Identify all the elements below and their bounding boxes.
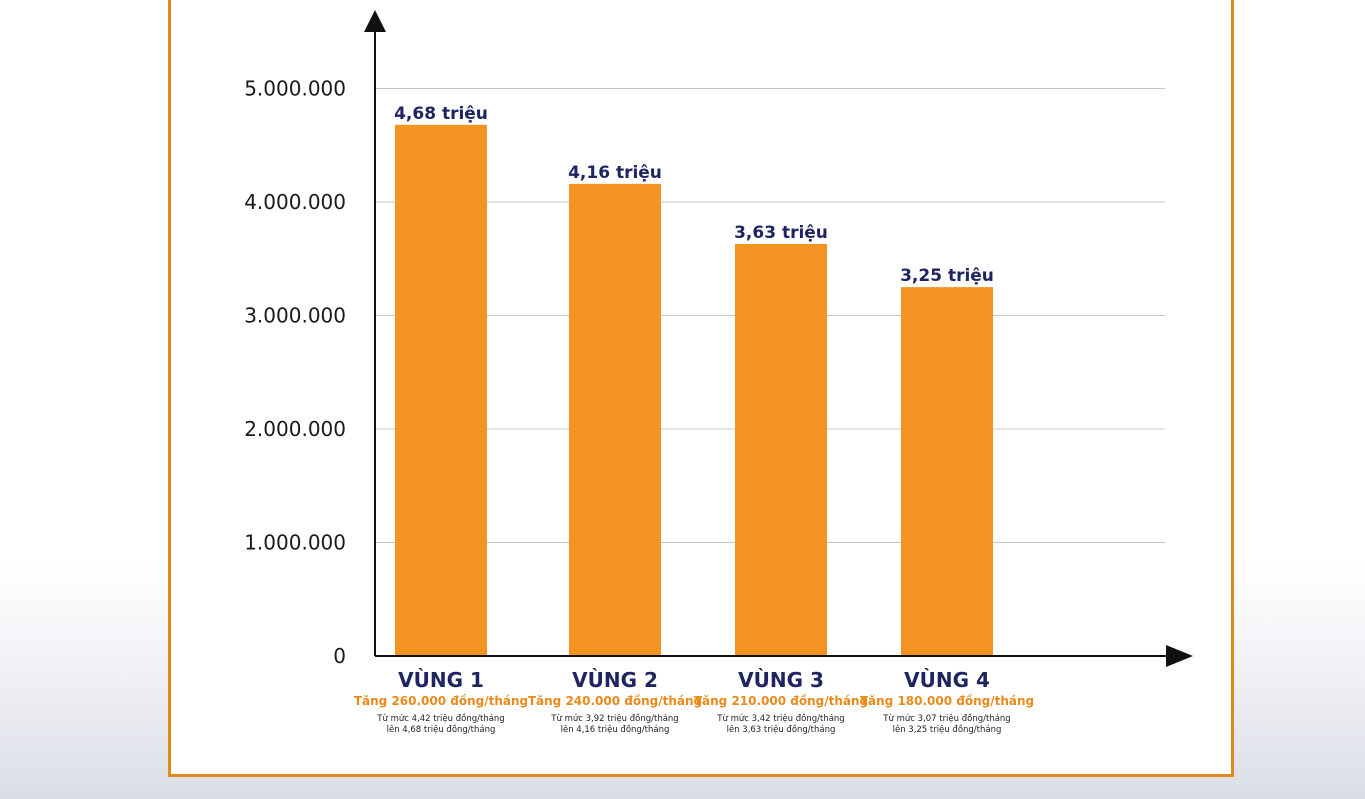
- range-note: lên 4,68 triệu đồng/tháng: [387, 724, 496, 735]
- bar-value-label: 4,16 triệu: [568, 163, 662, 183]
- increase-label: Tăng 240.000 đồng/tháng: [528, 694, 702, 708]
- bar: [395, 124, 487, 656]
- bar-value-label: 3,63 triệu: [734, 223, 828, 243]
- range-note: Từ mức 3,07 triệu đồng/tháng: [882, 713, 1010, 724]
- chart-frame: [168, 0, 1234, 777]
- category-label: VÙNG 2: [572, 668, 658, 692]
- y-axis-ticks: 0 1.000.000 2.000.000 3.000.000 4.000.000 5.0…: [244, 77, 346, 669]
- y-tick-label: 1.000.000: [244, 531, 346, 555]
- increase-label: Tăng 260.000 đồng/tháng: [354, 694, 528, 708]
- range-note: lên 3,25 triệu đồng/tháng: [893, 724, 1002, 735]
- range-note: Từ mức 3,92 triệu đồng/tháng: [550, 713, 678, 724]
- y-tick-label: 3.000.000: [244, 304, 346, 328]
- range-note: lên 3,63 triệu đồng/tháng: [727, 724, 836, 735]
- y-tick-label: 0: [333, 644, 346, 668]
- bar: [901, 287, 993, 656]
- bar-value-label: 4,68 triệu: [394, 104, 488, 124]
- increase-label: Tăng 210.000 đồng/tháng: [694, 694, 868, 708]
- bar: [569, 183, 661, 656]
- bars: [395, 124, 993, 656]
- range-note: Từ mức 3,42 triệu đồng/tháng: [716, 713, 844, 724]
- x-axis-arrow: [1166, 645, 1193, 667]
- value-labels: 4,68 triệu 4,16 triệu 3,63 triệu 3,25 triệu: [394, 104, 994, 286]
- category-label: VÙNG 4: [904, 668, 990, 692]
- category-label: VÙNG 3: [738, 668, 824, 692]
- y-tick-label: 5.000.000: [244, 77, 346, 101]
- range-note: lên 4,16 triệu đồng/tháng: [561, 724, 670, 735]
- increase-label: Tăng 180.000 đồng/tháng: [860, 694, 1034, 708]
- bar-value-label: 3,25 triệu: [900, 266, 994, 286]
- y-tick-label: 2.000.000: [244, 417, 346, 441]
- y-tick-label: 4.000.000: [244, 190, 346, 214]
- y-axis-arrow: [364, 10, 386, 32]
- category-labels: VÙNG 1 Tăng 260.000 đồng/tháng Từ mức 4,42…: [354, 668, 1034, 735]
- bar: [735, 243, 827, 656]
- category-label: VÙNG 1: [398, 668, 484, 692]
- range-note: Từ mức 4,42 triệu đồng/tháng: [376, 713, 504, 724]
